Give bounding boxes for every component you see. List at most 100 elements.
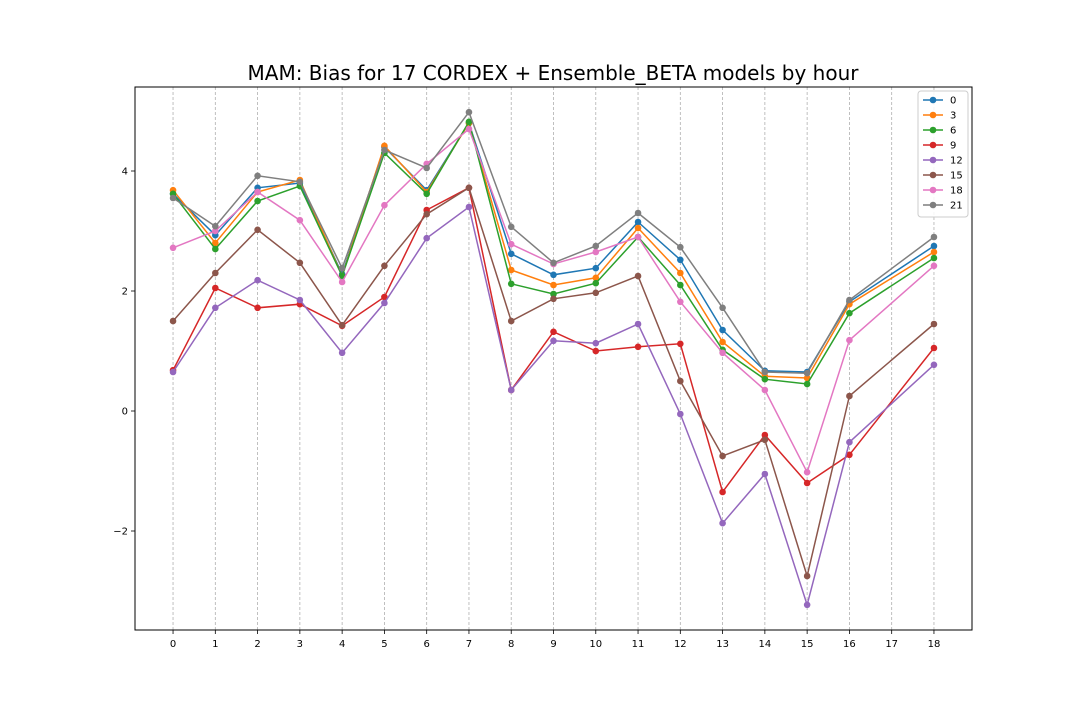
legend-marker bbox=[929, 126, 937, 134]
data-point bbox=[803, 468, 811, 476]
data-point bbox=[803, 369, 811, 377]
data-point bbox=[803, 479, 811, 487]
data-point bbox=[846, 451, 853, 459]
x-tick-label: 3 bbox=[297, 639, 303, 650]
data-point bbox=[930, 320, 938, 328]
data-point bbox=[550, 281, 557, 289]
data-point bbox=[930, 344, 938, 352]
data-point bbox=[634, 272, 642, 280]
data-point bbox=[846, 438, 853, 446]
data-point bbox=[761, 470, 769, 478]
data-point bbox=[677, 256, 684, 264]
series-line bbox=[172, 121, 935, 379]
legend-marker bbox=[929, 96, 937, 104]
data-point bbox=[803, 572, 811, 580]
series-12 bbox=[169, 203, 938, 609]
series-line bbox=[172, 186, 935, 579]
x-tick-label: 9 bbox=[550, 639, 556, 650]
data-point bbox=[634, 218, 642, 226]
legend-item: 15 bbox=[923, 171, 963, 182]
data-point bbox=[465, 184, 473, 192]
data-point bbox=[634, 343, 642, 351]
data-point bbox=[677, 281, 684, 289]
data-point bbox=[381, 299, 388, 307]
data-point bbox=[677, 269, 684, 277]
data-point bbox=[592, 242, 600, 250]
x-tick-label: 11 bbox=[632, 639, 645, 650]
data-point bbox=[507, 280, 515, 288]
legend-label: 21 bbox=[950, 201, 963, 212]
legend-box bbox=[917, 90, 969, 218]
x-tick-label: 13 bbox=[716, 639, 729, 650]
data-point bbox=[592, 339, 600, 347]
data-point bbox=[507, 240, 515, 248]
data-point bbox=[507, 223, 515, 231]
data-point bbox=[677, 377, 684, 385]
data-point bbox=[930, 361, 938, 369]
data-point bbox=[212, 239, 219, 247]
series-15 bbox=[169, 184, 938, 580]
series-18 bbox=[169, 125, 938, 476]
data-point bbox=[719, 488, 726, 496]
data-point bbox=[634, 224, 642, 232]
data-point bbox=[592, 347, 600, 355]
data-point bbox=[296, 178, 304, 186]
data-point bbox=[507, 386, 515, 394]
data-point bbox=[423, 190, 430, 198]
data-point bbox=[465, 203, 473, 211]
data-point bbox=[592, 248, 600, 256]
data-point bbox=[465, 125, 473, 133]
data-point bbox=[846, 336, 853, 344]
series-line bbox=[172, 121, 935, 373]
data-point bbox=[507, 266, 515, 274]
legend-item: 18 bbox=[923, 186, 963, 197]
data-point bbox=[677, 410, 684, 418]
data-point bbox=[930, 248, 938, 256]
data-point bbox=[296, 296, 304, 304]
legend-item: 12 bbox=[923, 156, 963, 167]
legend-item: 6 bbox=[923, 126, 956, 137]
data-point bbox=[634, 320, 642, 328]
legend-label: 12 bbox=[950, 156, 963, 167]
grid-lines bbox=[172, 87, 935, 630]
series-line bbox=[172, 119, 935, 385]
data-point bbox=[338, 349, 346, 357]
legend-marker bbox=[929, 141, 937, 149]
data-point bbox=[338, 278, 346, 286]
legend: 0 3 6 9 12 15 18 21 bbox=[917, 90, 969, 218]
data-point bbox=[423, 210, 430, 218]
data-point bbox=[719, 304, 726, 312]
x-tick-label: 6 bbox=[423, 639, 429, 650]
data-point bbox=[634, 209, 642, 217]
data-point bbox=[169, 194, 177, 202]
x-tick-label: 1 bbox=[212, 639, 218, 650]
data-point bbox=[338, 321, 346, 329]
data-point bbox=[381, 201, 388, 209]
legend-label: 3 bbox=[950, 111, 956, 122]
legend-marker bbox=[929, 186, 937, 194]
series-line bbox=[172, 186, 935, 494]
data-point bbox=[592, 289, 600, 297]
data-point bbox=[550, 295, 557, 303]
data-point bbox=[423, 164, 430, 172]
legend-item: 3 bbox=[923, 111, 956, 122]
data-point bbox=[592, 279, 600, 287]
legend-marker bbox=[929, 156, 937, 164]
data-point bbox=[803, 601, 811, 609]
data-point bbox=[550, 328, 557, 336]
x-tick-label: 10 bbox=[589, 639, 602, 650]
data-point bbox=[677, 298, 684, 306]
y-tick-label: 2 bbox=[122, 287, 128, 298]
data-point bbox=[719, 338, 726, 346]
x-tick-label: 8 bbox=[508, 639, 514, 650]
data-point bbox=[254, 188, 261, 196]
legend-marker bbox=[929, 111, 937, 119]
data-point bbox=[507, 317, 515, 325]
x-tick-label: 5 bbox=[381, 639, 387, 650]
data-point bbox=[677, 340, 684, 348]
data-point bbox=[381, 146, 388, 154]
data-point bbox=[761, 431, 769, 439]
x-tick-label: 7 bbox=[466, 639, 472, 650]
legend-item: 21 bbox=[923, 201, 963, 212]
